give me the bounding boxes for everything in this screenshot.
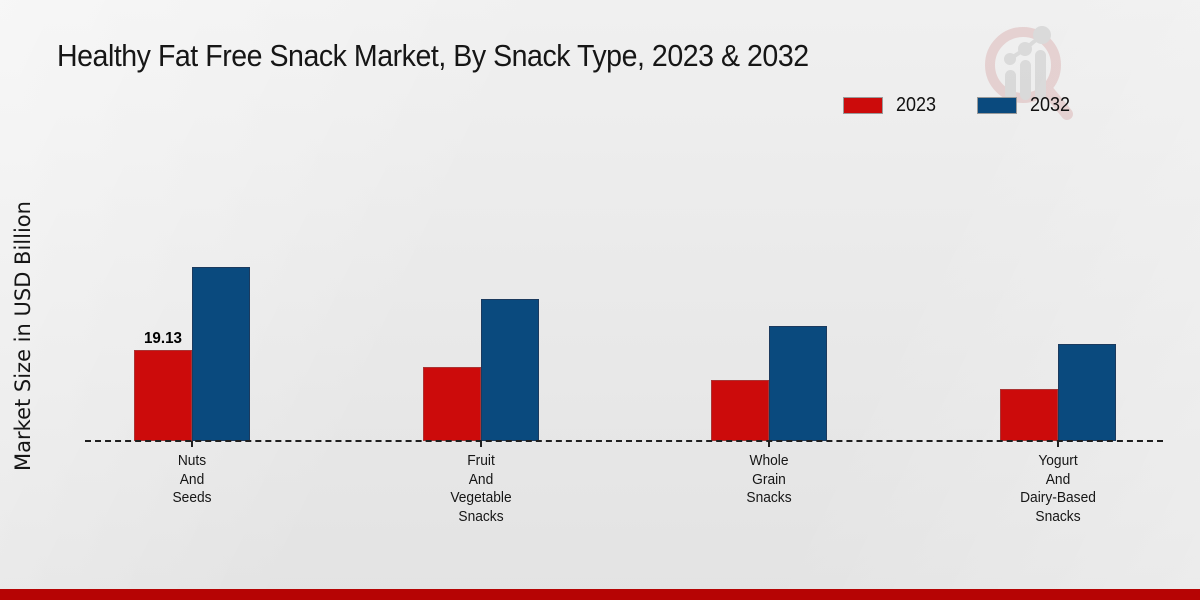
bar-group-nuts-and-seeds: 19.13: [134, 0, 250, 441]
legend-label-2023: 2023: [896, 94, 937, 116]
bar-value-label: 19.13: [143, 330, 183, 347]
category-label: Yogurt And Dairy-Based Snacks: [1020, 453, 1096, 525]
legend-item-2023: 2023: [843, 94, 941, 117]
x-axis-tick: [479, 441, 482, 447]
category-label: Whole Grain Snacks: [746, 453, 792, 506]
bar-group-yogurt-and-dairy-based-snacks: [1000, 0, 1116, 441]
bar-2032: [192, 267, 250, 441]
legend-item-2032: 2032: [976, 94, 1075, 117]
bar-2023: [422, 367, 481, 441]
legend-label-2032: 2032: [1029, 94, 1070, 116]
bar-2023: [1000, 389, 1058, 441]
x-axis-tick: [1057, 441, 1059, 447]
x-axis-tick: [768, 441, 771, 447]
bar-2032: [1058, 344, 1116, 441]
mrfr-logo-watermark: [985, 26, 1073, 120]
category-label: Fruit And Vegetable Snacks: [450, 453, 512, 525]
bar-group-whole-grain-snacks: [711, 0, 828, 441]
legend: 2023 2032: [843, 94, 1074, 117]
bar-2023: [711, 380, 770, 441]
legend-swatch-2032: [976, 97, 1017, 114]
chart-title: Healthy Fat Free Snack Market, By Snack …: [57, 38, 809, 73]
legend-swatch-2023: [843, 97, 883, 114]
category-label: Nuts And Seeds: [172, 453, 212, 506]
bar-2023: 19.13: [134, 330, 192, 441]
bar-group-fruit-and-vegetable-snacks: [422, 0, 539, 441]
bar-2032: [769, 326, 828, 441]
bar-2032: [480, 299, 539, 441]
x-axis-baseline: [85, 440, 1163, 442]
footer-accent-bar: [0, 589, 1200, 600]
x-axis-tick: [191, 441, 193, 447]
